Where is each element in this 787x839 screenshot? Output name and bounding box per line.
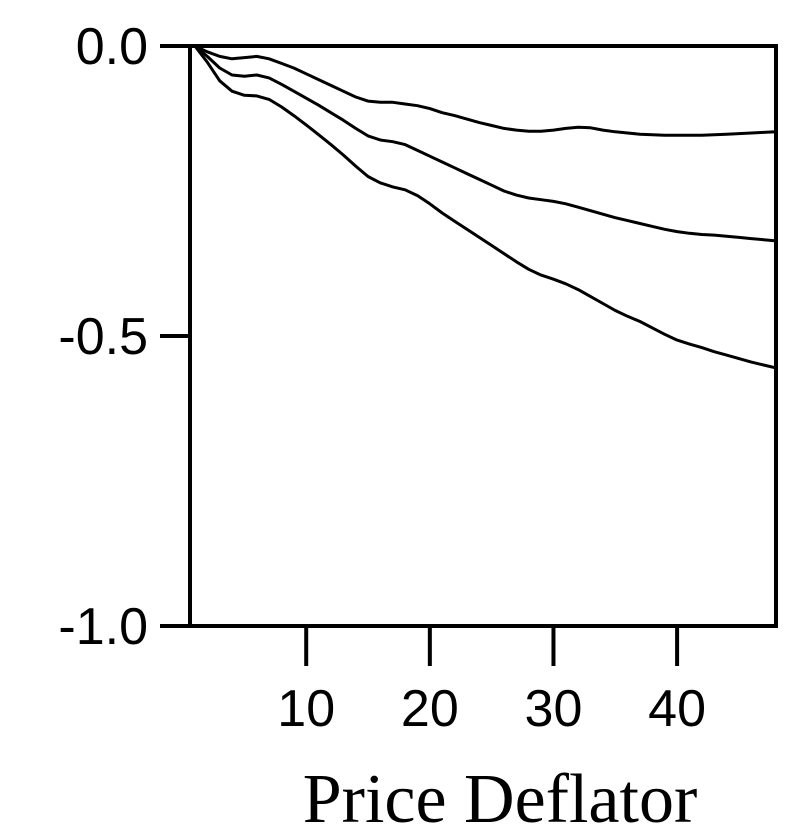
series-line (194, 44, 777, 137)
plot-frame (188, 44, 778, 628)
x-tick-label: 20 (401, 680, 459, 738)
x-axis: 10 20 30 40 (277, 626, 706, 738)
x-axis-title: Price Deflator (303, 761, 698, 838)
x-tick-label: 30 (525, 680, 583, 738)
series-line (193, 45, 777, 370)
y-tick-label: 0.0 (76, 18, 148, 76)
y-tick-label: -0.5 (58, 308, 148, 366)
series-line (193, 44, 777, 243)
x-tick-label: 10 (277, 680, 335, 738)
y-axis: 0.0 -0.5 -1.0 (58, 18, 190, 656)
y-tick-label: -1.0 (58, 598, 148, 656)
series-layer (193, 44, 777, 370)
x-tick-label: 40 (648, 680, 706, 738)
